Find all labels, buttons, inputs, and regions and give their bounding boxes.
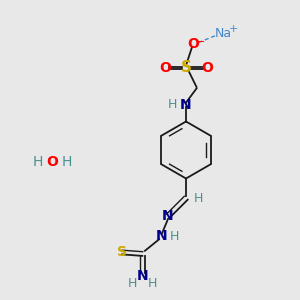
Text: H: H bbox=[147, 277, 157, 290]
Text: −: − bbox=[196, 37, 205, 47]
Text: S: S bbox=[117, 245, 127, 259]
Text: O: O bbox=[159, 61, 171, 74]
Text: S: S bbox=[181, 60, 191, 75]
Text: N: N bbox=[180, 98, 192, 112]
Text: N: N bbox=[162, 209, 174, 223]
Text: N: N bbox=[137, 269, 148, 283]
Text: N: N bbox=[156, 230, 168, 243]
Text: H: H bbox=[127, 277, 137, 290]
Text: H: H bbox=[33, 155, 43, 169]
Text: +: + bbox=[228, 24, 238, 34]
Text: H: H bbox=[62, 155, 72, 169]
Text: H: H bbox=[168, 98, 177, 112]
Text: H: H bbox=[194, 191, 203, 205]
Text: O: O bbox=[188, 37, 200, 50]
Text: Na: Na bbox=[215, 26, 232, 40]
Text: O: O bbox=[46, 155, 58, 169]
Text: O: O bbox=[201, 61, 213, 74]
Text: H: H bbox=[169, 230, 179, 243]
